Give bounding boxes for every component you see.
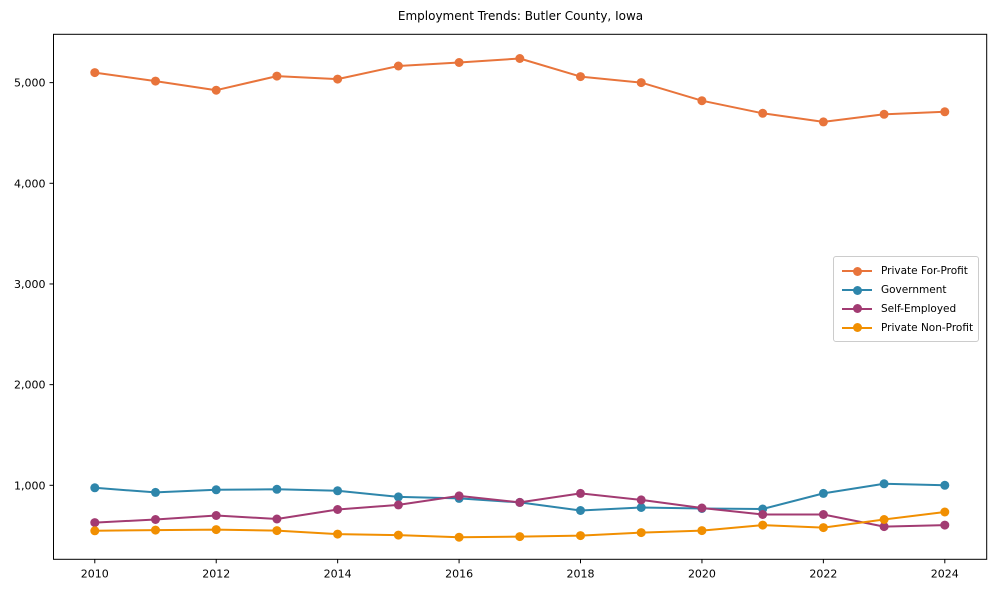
legend-label: Private For-Profit bbox=[881, 265, 968, 278]
legend-marker-icon bbox=[842, 304, 872, 314]
data-point-self-employed bbox=[697, 503, 707, 513]
data-point-private-non-profit bbox=[758, 520, 768, 530]
data-point-self-employed bbox=[90, 518, 100, 528]
data-point-private-non-profit bbox=[818, 523, 828, 533]
data-point-private-non-profit bbox=[576, 531, 585, 541]
data-point-self-employed bbox=[758, 510, 768, 519]
data-point-private-non-profit bbox=[211, 525, 221, 535]
data-point-private-non-profit bbox=[272, 526, 282, 536]
legend-item: Private For-Profit bbox=[842, 262, 971, 281]
data-point-private-for-profit bbox=[393, 61, 403, 71]
legend-item: Government bbox=[842, 281, 971, 300]
data-point-government bbox=[940, 480, 950, 490]
data-point-self-employed bbox=[272, 514, 282, 524]
chart-title: Employment Trends: Butler County, Iowa bbox=[397, 9, 644, 23]
legend-label: Self-Employed bbox=[881, 302, 957, 315]
y-tick-label: 2,000 bbox=[14, 379, 46, 392]
legend-marker-icon bbox=[842, 323, 872, 333]
data-point-government bbox=[211, 485, 221, 495]
data-point-private-non-profit bbox=[636, 528, 646, 538]
data-point-government bbox=[393, 492, 403, 502]
y-tick-label: 5,000 bbox=[14, 77, 46, 90]
legend-item: Self-Employed bbox=[842, 300, 971, 319]
y-tick-label: 3,000 bbox=[14, 278, 46, 291]
x-tick-label: 2016 bbox=[445, 567, 473, 580]
data-point-government bbox=[272, 484, 282, 494]
data-point-private-for-profit bbox=[758, 108, 768, 118]
legend-item: Private Non-Profit bbox=[842, 318, 974, 337]
data-point-private-non-profit bbox=[697, 526, 707, 536]
y-tick-label: 1,000 bbox=[14, 479, 46, 492]
legend-label: Government bbox=[881, 284, 947, 297]
data-point-private-non-profit bbox=[879, 515, 889, 524]
data-point-private-non-profit bbox=[454, 532, 464, 542]
data-point-government bbox=[576, 506, 585, 515]
data-point-government bbox=[90, 483, 100, 493]
legend-label: Private Non-Profit bbox=[881, 321, 974, 334]
x-tick-label: 2020 bbox=[688, 567, 716, 580]
data-point-private-non-profit bbox=[333, 529, 343, 539]
data-point-private-non-profit bbox=[940, 507, 950, 517]
x-tick-label: 2018 bbox=[567, 567, 595, 580]
data-point-private-for-profit bbox=[90, 68, 100, 78]
legend: Private For-Profit Government Self-Employe… bbox=[833, 256, 979, 342]
legend-marker-icon bbox=[842, 285, 872, 295]
data-point-self-employed bbox=[454, 491, 464, 501]
data-point-private-non-profit bbox=[393, 530, 403, 540]
data-point-private-for-profit bbox=[636, 78, 646, 88]
x-tick-label: 2010 bbox=[81, 567, 109, 580]
data-point-private-for-profit bbox=[940, 107, 950, 117]
plot-border bbox=[53, 33, 988, 560]
x-tick-label: 2024 bbox=[931, 567, 959, 580]
data-point-private-for-profit bbox=[879, 109, 889, 119]
data-point-private-for-profit bbox=[515, 54, 525, 63]
y-tick-label: 4,000 bbox=[14, 177, 46, 190]
data-point-self-employed bbox=[211, 511, 221, 520]
data-point-self-employed bbox=[879, 522, 889, 532]
data-point-private-non-profit bbox=[515, 532, 525, 542]
data-point-self-employed bbox=[333, 505, 343, 514]
data-point-self-employed bbox=[636, 495, 646, 505]
data-point-government bbox=[333, 486, 343, 496]
data-point-private-for-profit bbox=[211, 85, 221, 95]
data-point-private-non-profit bbox=[90, 526, 100, 536]
legend-marker-icon bbox=[842, 266, 872, 276]
data-point-self-employed bbox=[818, 510, 828, 519]
data-point-self-employed bbox=[393, 500, 403, 510]
data-point-government bbox=[151, 487, 160, 497]
x-tick-label: 2022 bbox=[809, 567, 837, 580]
x-tick-label: 2014 bbox=[324, 567, 352, 580]
data-point-self-employed bbox=[515, 497, 525, 507]
data-point-private-non-profit bbox=[151, 525, 160, 535]
data-point-private-for-profit bbox=[333, 74, 343, 84]
data-point-government bbox=[636, 503, 646, 512]
data-point-private-for-profit bbox=[576, 72, 585, 82]
data-point-private-for-profit bbox=[151, 76, 160, 86]
x-tick-label: 2012 bbox=[202, 567, 230, 580]
data-point-government bbox=[879, 479, 889, 489]
data-point-government bbox=[818, 488, 828, 498]
line-series-private-for-profit bbox=[93, 57, 946, 123]
data-point-self-employed bbox=[151, 515, 160, 524]
data-point-private-for-profit bbox=[818, 117, 828, 127]
data-point-private-for-profit bbox=[697, 96, 707, 106]
data-point-self-employed bbox=[576, 488, 585, 498]
data-point-private-for-profit bbox=[454, 58, 464, 67]
data-point-private-for-profit bbox=[272, 71, 282, 81]
data-point-self-employed bbox=[940, 520, 950, 530]
